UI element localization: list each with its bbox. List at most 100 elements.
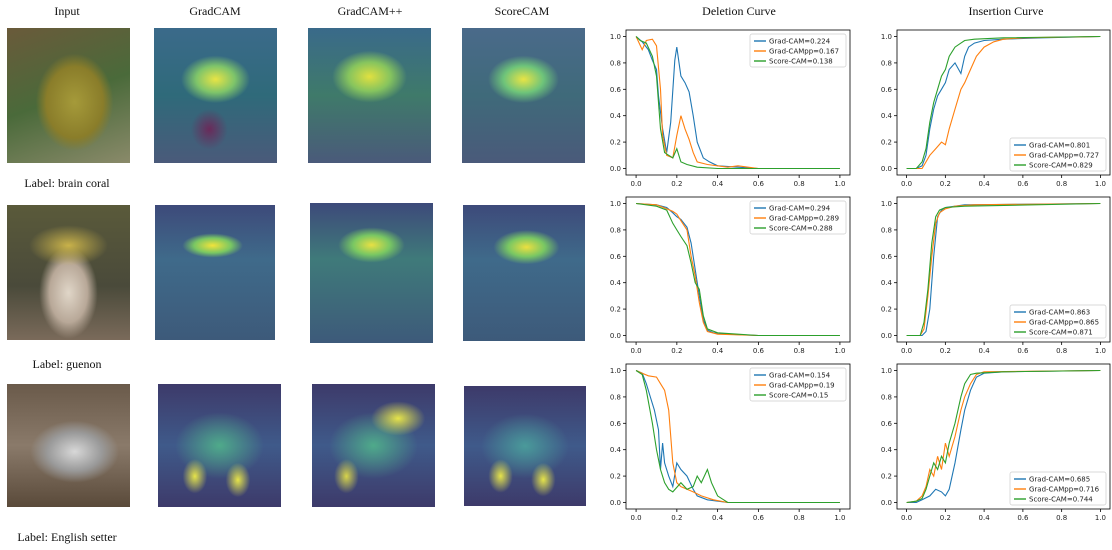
y-tick-label: 0.6 bbox=[610, 86, 622, 94]
y-tick-label: 0.4 bbox=[881, 446, 893, 454]
x-tick-label: 0.4 bbox=[712, 180, 724, 188]
x-tick-label: 0.2 bbox=[940, 514, 951, 522]
y-tick-label: 0.8 bbox=[881, 59, 892, 67]
x-tick-label: 0.4 bbox=[712, 347, 724, 355]
series-line bbox=[906, 35, 1101, 170]
legend-entry: Score-CAM=0.744 bbox=[1029, 496, 1093, 504]
legend-entry: Grad-CAM=0.294 bbox=[769, 205, 831, 213]
legend-box bbox=[749, 33, 847, 68]
x-tick-label: 0.6 bbox=[753, 180, 765, 188]
x-tick-label: 0.2 bbox=[671, 180, 682, 188]
legend-entry: Grad-CAM=0.224 bbox=[769, 38, 831, 46]
series-line bbox=[906, 35, 1101, 170]
gradcam-heatmap-english-setter bbox=[158, 384, 281, 507]
x-tick-label: 1.0 bbox=[1095, 180, 1106, 188]
chart-insertion-curve-row-3: 0.0 0.2 0.4 0.6 0.8 1.0 0.0 0.2 0.4 0.6 0.8 1.0 Grad… bbox=[881, 363, 1111, 522]
legend-entry: Score-CAM=0.138 bbox=[769, 58, 833, 66]
x-tick-label: 0.2 bbox=[671, 347, 682, 355]
legend: Grad-CAM=0.224 Grad-CAMpp=0.167 Score-CAM=… bbox=[749, 33, 847, 68]
x-tick-label: 0.6 bbox=[1017, 180, 1029, 188]
gradcam-heatmap-brain-coral bbox=[154, 28, 277, 163]
legend-entry: Score-CAM=0.871 bbox=[1029, 329, 1093, 337]
x-tick-label: 0.0 bbox=[631, 514, 642, 522]
legend-box bbox=[749, 200, 847, 235]
legend-entry: Score-CAM=0.829 bbox=[1029, 162, 1093, 170]
x-tick-label: 0.8 bbox=[794, 347, 805, 355]
y-tick-label: 0.8 bbox=[610, 226, 621, 234]
series-line bbox=[906, 369, 1101, 504]
y-tick-label: 0.0 bbox=[610, 165, 621, 173]
y-tick-label: 0.6 bbox=[881, 86, 893, 94]
legend-entry: Score-CAM=0.288 bbox=[769, 225, 833, 233]
y-tick-label: 0.6 bbox=[610, 420, 622, 428]
header-scorecam: ScoreCAM bbox=[494, 4, 550, 18]
x-tick-label: 0.6 bbox=[753, 514, 765, 522]
y-tick-label: 0.0 bbox=[881, 499, 892, 507]
y-tick-label: 0.2 bbox=[610, 139, 621, 147]
y-tick-label: 0.2 bbox=[881, 139, 892, 147]
header-deletion-curve: Deletion Curve bbox=[702, 4, 776, 18]
y-tick-label: 0.2 bbox=[881, 306, 892, 314]
x-tick-label: 1.0 bbox=[834, 180, 845, 188]
series-line bbox=[906, 369, 1101, 504]
x-tick-label: 0.6 bbox=[1017, 514, 1029, 522]
x-tick-label: 1.0 bbox=[1095, 347, 1106, 355]
chart-insertion-curve-row-2: 0.0 0.2 0.4 0.6 0.8 1.0 0.0 0.2 0.4 0.6 0.8 1.0 Grad… bbox=[881, 196, 1111, 355]
series-line bbox=[906, 202, 1101, 337]
y-tick-label: 0.4 bbox=[610, 112, 622, 120]
header-gradcampp: GradCAM++ bbox=[337, 4, 403, 18]
legend-entry: Grad-CAM=0.154 bbox=[769, 372, 831, 380]
y-tick-label: 1.0 bbox=[881, 33, 892, 41]
legend-entry: Grad-CAM=0.863 bbox=[1029, 309, 1090, 317]
legend: Grad-CAM=0.154 Grad-CAMpp=0.19 Score-CAM=0… bbox=[749, 367, 847, 402]
x-tick-label: 0.0 bbox=[901, 514, 912, 522]
x-tick-label: 0.2 bbox=[940, 347, 951, 355]
legend-box bbox=[1009, 137, 1107, 172]
x-tick-label: 0.4 bbox=[979, 514, 991, 522]
y-tick-label: 0.4 bbox=[610, 279, 622, 287]
legend-entry: Grad-CAMpp=0.716 bbox=[1029, 486, 1100, 494]
x-tick-label: 0.2 bbox=[940, 180, 951, 188]
y-tick-label: 0.6 bbox=[881, 253, 893, 261]
y-tick-label: 0.0 bbox=[881, 332, 892, 340]
x-tick-label: 0.2 bbox=[671, 514, 682, 522]
series-line bbox=[906, 369, 1101, 504]
input-image-guenon bbox=[7, 205, 130, 340]
x-tick-label: 0.8 bbox=[1056, 180, 1067, 188]
chart-insertion-curve-row-1: 0.0 0.2 0.4 0.6 0.8 1.0 0.0 0.2 0.4 0.6 0.8 1.0 Grad… bbox=[881, 29, 1111, 188]
legend-box bbox=[749, 367, 847, 402]
y-tick-label: 0.2 bbox=[610, 306, 621, 314]
gradcampp-heatmap-guenon bbox=[310, 203, 433, 343]
row-label-brain-coral: Label: brain coral bbox=[24, 176, 110, 190]
row-label-english-setter: Label: English setter bbox=[17, 530, 117, 544]
x-tick-label: 1.0 bbox=[834, 347, 845, 355]
series-line bbox=[636, 202, 840, 337]
y-tick-label: 0.8 bbox=[881, 393, 892, 401]
y-tick-label: 0.0 bbox=[610, 332, 621, 340]
y-tick-label: 0.0 bbox=[610, 499, 621, 507]
x-tick-label: 1.0 bbox=[834, 514, 845, 522]
y-tick-label: 0.6 bbox=[610, 253, 622, 261]
x-tick-label: 0.4 bbox=[979, 347, 991, 355]
y-tick-label: 1.0 bbox=[881, 200, 892, 208]
legend: Grad-CAM=0.863 Grad-CAMpp=0.865 Score-CAM=… bbox=[1009, 304, 1107, 339]
x-tick-label: 0.8 bbox=[794, 514, 805, 522]
series-line bbox=[635, 36, 840, 170]
legend-entry: Score-CAM=0.15 bbox=[769, 392, 828, 400]
scorecam-heatmap-brain-coral bbox=[462, 28, 585, 163]
series-line bbox=[635, 370, 840, 504]
series-line bbox=[636, 202, 840, 337]
x-tick-label: 0.8 bbox=[1056, 514, 1067, 522]
input-image-english-setter bbox=[7, 384, 130, 507]
header-gradcam: GradCAM bbox=[189, 4, 241, 18]
x-tick-label: 0.0 bbox=[631, 180, 642, 188]
y-tick-label: 0.2 bbox=[610, 473, 621, 481]
header-input: Input bbox=[54, 4, 80, 18]
legend: Grad-CAM=0.801 Grad-CAMpp=0.727 Score-CAM=… bbox=[1009, 137, 1107, 172]
x-tick-label: 0.0 bbox=[631, 347, 642, 355]
series-line bbox=[906, 35, 1101, 170]
legend-box bbox=[1009, 304, 1107, 339]
series-line bbox=[635, 36, 840, 170]
y-tick-label: 1.0 bbox=[610, 33, 621, 41]
